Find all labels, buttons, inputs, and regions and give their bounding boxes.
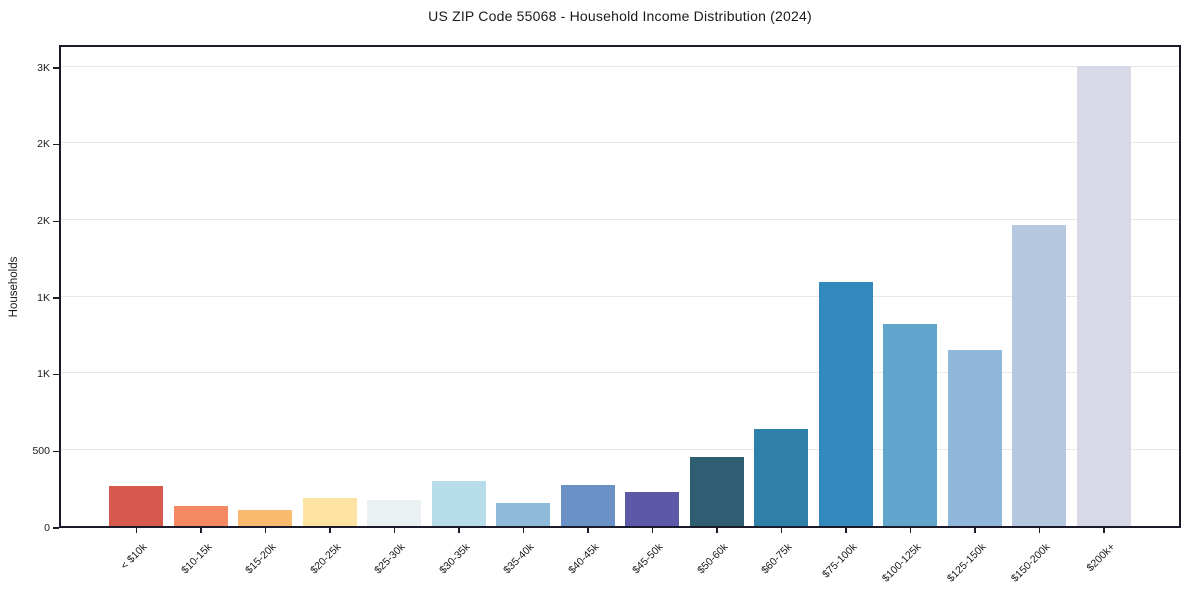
- y-tick-label: 0: [44, 521, 50, 534]
- x-tick-mark: [264, 528, 266, 533]
- y-tick-label: 1K: [37, 291, 50, 304]
- bar-$200k+: [1076, 66, 1131, 526]
- x-tick-mark: [135, 528, 137, 533]
- bar-$60-75k: [754, 428, 809, 526]
- x-tick-mark: [974, 528, 976, 533]
- x-tick-label: $30-35k: [436, 541, 473, 577]
- y-tick-label: 3K: [37, 61, 50, 74]
- x-tick-label: $45-50k: [630, 541, 666, 577]
- bar-< $10k: [109, 486, 164, 526]
- x-tick-label: $40-45k: [565, 541, 602, 577]
- y-tick-mark: [53, 373, 59, 376]
- x-tick-label: $125-150k: [944, 541, 989, 585]
- x-tick-mark: [909, 528, 911, 533]
- bar-$50-60k: [689, 457, 744, 526]
- bar-$125-150k: [947, 350, 1002, 526]
- bar-$15-20k: [238, 509, 293, 526]
- x-tick-label: < $10k: [118, 541, 150, 572]
- bar-$100-125k: [883, 323, 938, 526]
- y-tick-mark: [53, 220, 59, 223]
- bar-$10-15k: [173, 505, 228, 526]
- bar-$40-45k: [560, 484, 615, 526]
- y-tick-mark: [53, 143, 59, 146]
- y-axis-label: Households: [8, 256, 20, 318]
- y-tick-mark: [53, 67, 59, 69]
- x-tick-mark: [651, 528, 653, 533]
- bar-$30-35k: [431, 480, 486, 526]
- x-tick-label: $20-25k: [307, 541, 344, 577]
- x-tick-mark: [329, 528, 331, 533]
- bar-$150-200k: [1012, 225, 1067, 526]
- bar-$45-50k: [625, 491, 680, 526]
- x-tick-mark: [780, 528, 782, 533]
- x-tick-mark: [522, 528, 524, 533]
- x-tick-mark: [1103, 528, 1105, 533]
- y-tick-label: 500: [32, 444, 50, 457]
- x-tick-label: $10-15k: [178, 541, 215, 577]
- x-tick-mark: [200, 528, 202, 533]
- gridline-y-2K: [61, 142, 1179, 144]
- x-tick-label: $200k+: [1084, 541, 1118, 575]
- bar-$35-40k: [496, 503, 551, 526]
- gridline-y-1K: [61, 295, 1179, 297]
- x-tick-mark: [1038, 528, 1040, 533]
- y-tick-label: 1K: [37, 368, 50, 381]
- x-tick-mark: [393, 528, 395, 533]
- gridline-y-3K: [61, 65, 1179, 67]
- gridline-y-2K: [61, 218, 1179, 220]
- x-tick-label: $35-40k: [501, 541, 537, 577]
- x-tick-label: $100-125k: [880, 541, 924, 585]
- x-tick-mark: [845, 528, 847, 533]
- bar-$25-30k: [367, 499, 422, 526]
- bar-$20-25k: [302, 497, 357, 526]
- chart-title: US ZIP Code 55068 - Household Income Dis…: [428, 8, 812, 24]
- x-tick-label: $15-20k: [243, 541, 279, 577]
- x-tick-label: $150-200k: [1009, 541, 1053, 585]
- gridline-y-500: [61, 448, 1179, 450]
- x-tick-label: $60-75k: [759, 541, 795, 577]
- x-tick-mark: [458, 528, 460, 533]
- y-tick-mark: [53, 527, 59, 529]
- bar-$75-100k: [818, 282, 873, 526]
- y-tick-label: 2K: [37, 214, 50, 227]
- x-tick-label: $25-30k: [372, 541, 408, 577]
- y-tick-mark: [53, 297, 59, 299]
- gridline-y-1K: [61, 372, 1179, 374]
- x-tick-mark: [716, 528, 718, 533]
- y-tick-mark: [53, 450, 59, 453]
- x-tick-mark: [587, 528, 589, 533]
- plot-area: [59, 45, 1181, 528]
- x-tick-label: $75-100k: [819, 541, 860, 581]
- y-tick-label: 2K: [37, 138, 50, 151]
- x-tick-label: $50-60k: [694, 541, 731, 577]
